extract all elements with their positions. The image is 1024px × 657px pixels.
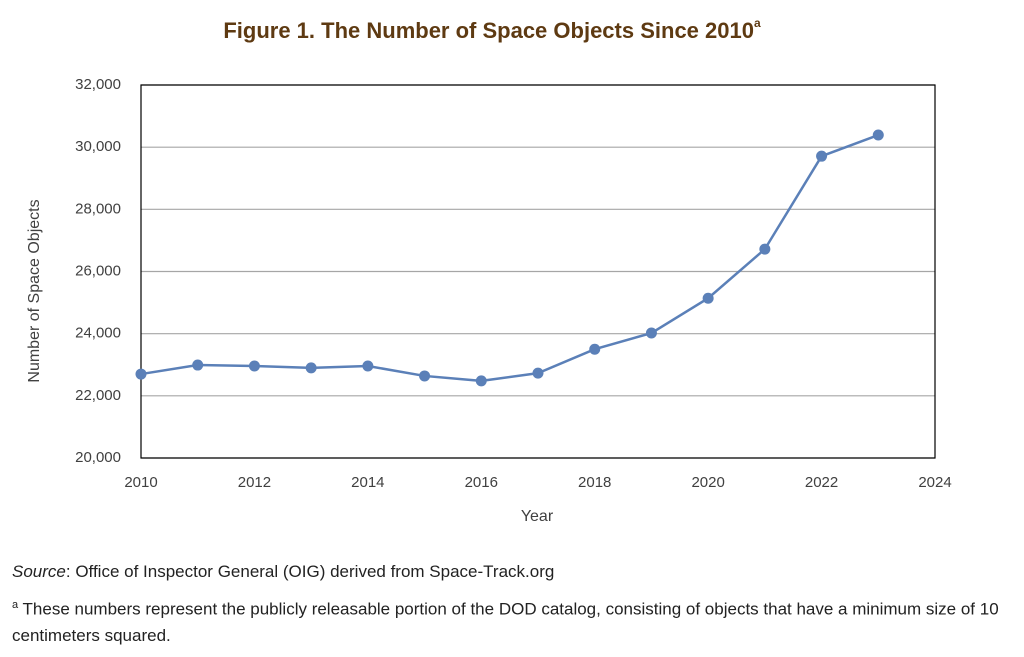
x-tick-label: 2010 (124, 474, 157, 491)
data-point (419, 370, 431, 382)
footnote-text: These numbers represent the publicly rel… (12, 599, 999, 645)
x-tick-label: 2020 (691, 474, 724, 491)
y-axis-label: Number of Space Objects (26, 199, 43, 382)
y-tick-label: 20,000 (75, 449, 121, 466)
x-tick-label: 2012 (238, 474, 271, 491)
data-point (532, 367, 544, 379)
x-tick-label: 2014 (351, 474, 384, 491)
data-point (702, 292, 714, 304)
chart-title: Figure 1. The Number of Space Objects Si… (223, 16, 761, 43)
chart: Figure 1. The Number of Space Objects Si… (26, 16, 951, 525)
data-point (816, 150, 828, 162)
data-point (248, 360, 260, 372)
title-text: Figure 1. The Number of Space Objects Si… (223, 18, 754, 43)
y-tick-label: 32,000 (75, 76, 121, 93)
title-superscript: a (754, 16, 761, 30)
y-tick-label: 24,000 (75, 325, 121, 342)
data-point (872, 129, 884, 141)
data-point (192, 359, 204, 371)
source-note: Source: Office of Inspector General (OIG… (12, 559, 1002, 585)
y-tick-label: 30,000 (75, 138, 121, 155)
x-tick-label: 2018 (578, 474, 611, 491)
data-point (759, 243, 771, 255)
footnote-marker: a (12, 599, 19, 611)
data-point (135, 368, 147, 380)
data-point (645, 327, 657, 339)
source-label: Source (12, 562, 66, 581)
plot-border (140, 84, 936, 459)
x-tick-label: 2016 (465, 474, 498, 491)
y-tick-label: 22,000 (75, 387, 121, 404)
series-line (140, 133, 879, 383)
data-point (362, 360, 374, 372)
data-point (305, 362, 317, 374)
x-axis-label: Year (521, 508, 554, 525)
source-text: : Office of Inspector General (OIG) deri… (65, 562, 555, 581)
data-point (475, 375, 487, 387)
y-tick-label: 28,000 (75, 200, 121, 217)
x-tick-label: 2024 (918, 474, 951, 491)
y-tick-label: 26,000 (75, 262, 121, 279)
footnote: a These numbers represent the publicly r… (12, 592, 1002, 649)
data-point (589, 343, 601, 355)
x-tick-label: 2022 (805, 474, 838, 491)
